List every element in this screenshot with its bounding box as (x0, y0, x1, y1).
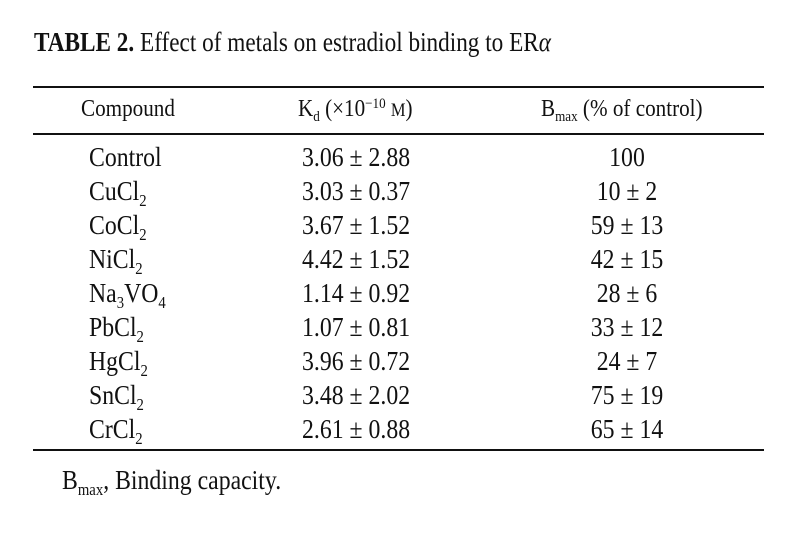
cell-compound: HgCl2 (89, 344, 148, 380)
compound-name: Na (89, 278, 117, 308)
compound-name: CoCl (89, 210, 140, 240)
compound-subscript: 2 (136, 394, 144, 414)
footnote-symbol: B (62, 465, 78, 495)
compound-subscript: 2 (140, 360, 148, 380)
table-label: TABLE 2. (34, 27, 135, 57)
cell-compound: Na3VO4 (89, 276, 166, 312)
header-kd-exponent: −10 (365, 95, 386, 112)
header-kd-unit-paren: ) (405, 96, 413, 122)
compound-name: CrCl (89, 414, 136, 444)
cell-kd: 3.06 ± 2.88 (302, 142, 411, 172)
compound-subscript: 3 (116, 292, 125, 312)
header-bmax: Bmax (% of control) (541, 92, 703, 126)
compound-name: NiCl (89, 244, 136, 274)
bmax-value: 59 ± 13 (590, 210, 664, 240)
top-rule (33, 86, 764, 88)
compound-name: SnCl (89, 380, 137, 410)
bmax-value: 42 ± 15 (590, 244, 664, 274)
compound-name: PbCl (89, 312, 137, 342)
header-rule (33, 133, 764, 135)
compound-subscript: 2 (136, 326, 144, 346)
compound-subscript: 2 (135, 428, 143, 448)
bmax-value: 75 ± 19 (590, 380, 664, 410)
compound-subscript: 2 (139, 224, 147, 244)
compound-subscript: 2 (135, 258, 143, 278)
cell-kd: 1.14 ± 0.92 (302, 278, 411, 308)
header-kd-molar: M (390, 100, 406, 121)
header-bmax-rest: (% of control) (577, 96, 703, 122)
header-compound: Compound (81, 96, 175, 122)
cell-kd: 3.67 ± 1.52 (302, 210, 411, 240)
cell-kd: 3.96 ± 0.72 (302, 346, 411, 376)
compound-subscript: 2 (139, 190, 147, 210)
bmax-value: 100 (609, 142, 645, 172)
cell-compound: CrCl2 (89, 412, 143, 448)
bmax-value: 65 ± 14 (590, 414, 664, 444)
header-kd-unit-open: (×10 (319, 96, 366, 122)
compound-name: CuCl (89, 176, 140, 206)
table-title: Effect of metals on estradiol binding to… (140, 27, 539, 57)
header-kd-symbol: K (298, 96, 314, 122)
cell-kd: 3.48 ± 2.02 (302, 380, 411, 410)
footnote-text: , Binding capacity. (103, 465, 282, 495)
cell-compound: PbCl2 (89, 310, 144, 346)
cell-kd: 4.42 ± 1.52 (302, 244, 411, 274)
cell-compound: SnCl2 (89, 378, 144, 414)
table-caption: TABLE 2. Effect of metals on estradiol b… (34, 22, 551, 62)
cell-kd: 2.61 ± 0.88 (302, 414, 411, 444)
bmax-value: 33 ± 12 (590, 312, 664, 342)
compound-name: HgCl (89, 346, 141, 376)
compound-name-part2: VO (124, 278, 159, 308)
footnote-subscript: max (77, 479, 104, 499)
cell-kd: 3.03 ± 0.37 (302, 176, 411, 206)
header-kd-subscript: d (313, 109, 320, 126)
bmax-value: 10 ± 2 (596, 176, 658, 206)
header-bmax-symbol: B (541, 96, 556, 122)
bottom-rule (33, 449, 764, 451)
cell-compound: CoCl2 (89, 208, 147, 244)
cell-compound: Control (89, 140, 162, 174)
footnote: Bmax, Binding capacity. (62, 462, 281, 498)
cell-kd: 1.07 ± 0.81 (302, 312, 411, 342)
header-kd: Kd (×10−10 M) (298, 92, 413, 128)
compound-name: Control (89, 142, 162, 172)
alpha-symbol: α (538, 27, 551, 57)
compound-subscript-2: 4 (158, 292, 166, 312)
bmax-value: 24 ± 7 (596, 346, 658, 376)
cell-compound: CuCl2 (89, 174, 147, 210)
header-bmax-subscript: max (555, 109, 578, 126)
bmax-value: 28 ± 6 (596, 278, 658, 308)
cell-compound: NiCl2 (89, 242, 143, 278)
